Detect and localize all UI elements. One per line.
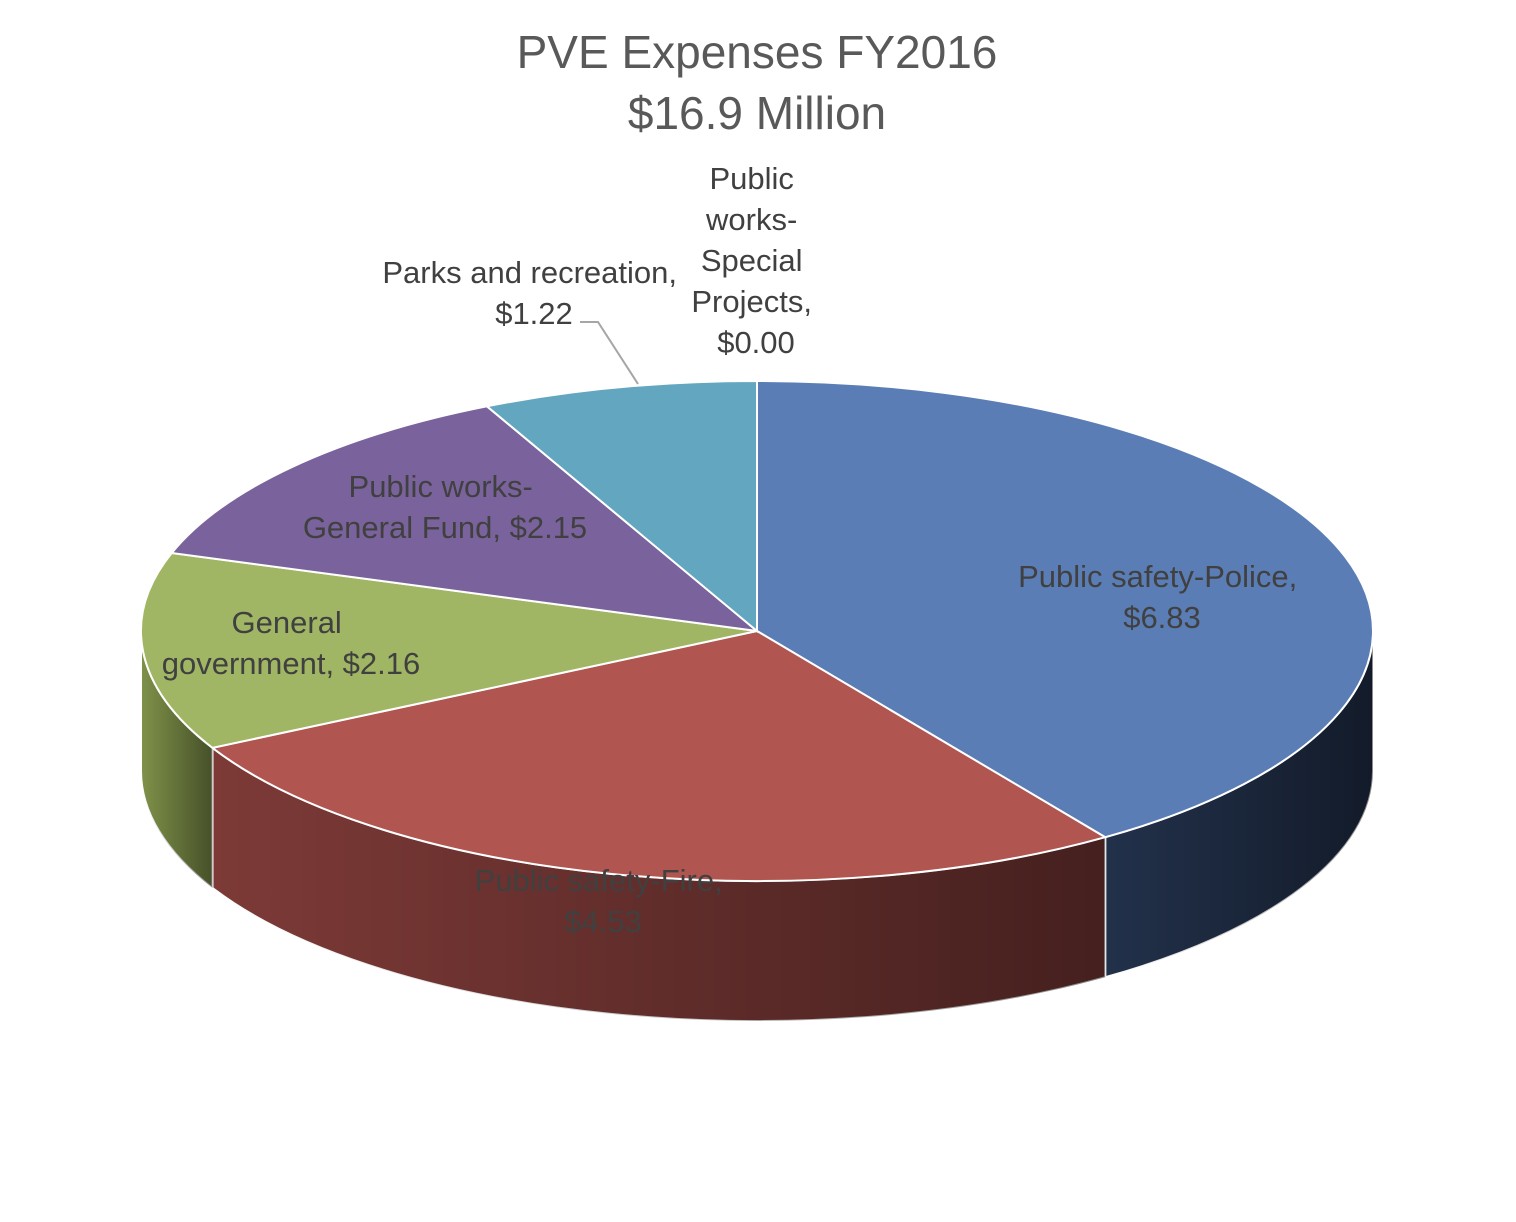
label-special-projects-line-3: Special (701, 243, 803, 278)
chart-title: PVE Expenses FY2016 $16.9 Million (517, 26, 998, 139)
svg-text:Public works- General Fu: Public works- General Fund, $2.15 (303, 469, 587, 545)
pie-side-shade-general-government (141, 631, 213, 888)
label-general-government-line-2: government, $2.16 (162, 646, 421, 681)
svg-text:Public safety-Police, $6: Public safety-Police, $6.83 (1018, 559, 1306, 635)
pie-sides (140, 630, 1374, 1022)
pie-slices (140, 379, 1374, 882)
pie-slice-public-safety-fire (210, 629, 1108, 882)
label-public-works-gf-line-1: Public works- (349, 469, 533, 504)
svg-text:General government, $2.1: General government, $2.16 (162, 605, 421, 681)
data-label-public-works-special-projects: Public works- Special Projects, $0.00 (691, 161, 820, 360)
label-parks-line-1: Parks and recreation, (382, 255, 677, 290)
label-parks-line-2: $1.22 (495, 296, 573, 331)
label-public-works-gf-line-2: General Fund, $2.15 (303, 510, 587, 545)
label-fire-line-2: $4.53 (564, 904, 642, 939)
pie-slice-general-government (140, 551, 758, 749)
label-special-projects-line-2: works- (705, 202, 797, 237)
label-fire-line-1: Public safety-Fire, (475, 863, 723, 898)
data-label-fire: Public safety-Fire, $4.53 (475, 863, 732, 939)
data-label-parks: Parks and recreation, $1.22 (382, 255, 685, 331)
label-general-government-line-1: General (232, 605, 342, 640)
label-special-projects-line-1: Public (709, 161, 793, 196)
pie-slice-parks-and-recreation (484, 379, 758, 634)
pie-slice-public-works-general-fund (169, 405, 761, 633)
data-label-police: Public safety-Police, $6.83 (1018, 559, 1306, 635)
pie-side-shade-public-safety-police (1105, 631, 1373, 978)
pie-slice-public-safety-police (756, 379, 1374, 839)
data-label-general-government: General government, $2.16 (162, 605, 421, 681)
label-police-line-2: $6.83 (1123, 600, 1201, 635)
pie-side-shade-public-safety-fire (212, 747, 1106, 1021)
label-special-projects-line-5: $0.00 (717, 325, 795, 360)
chart-title-line-2: $16.9 Million (628, 87, 886, 139)
svg-text:Public works- Spec: Public works- Special Projects, $0.00 (691, 161, 820, 360)
svg-text:Parks and recreation, $1: Parks and recreation, $1.22 (382, 255, 685, 331)
leader-line-parks (580, 321, 639, 385)
svg-text:Public safety-Fire, $4.5: Public safety-Fire, $4.53 (475, 863, 732, 939)
label-police-line-1: Public safety-Police, (1018, 559, 1297, 594)
chart-title-line-1: PVE Expenses FY2016 (517, 26, 998, 78)
data-label-public-works-general-fund: Public works- General Fund, $2.15 (303, 469, 587, 545)
label-special-projects-line-4: Projects, (691, 284, 812, 319)
